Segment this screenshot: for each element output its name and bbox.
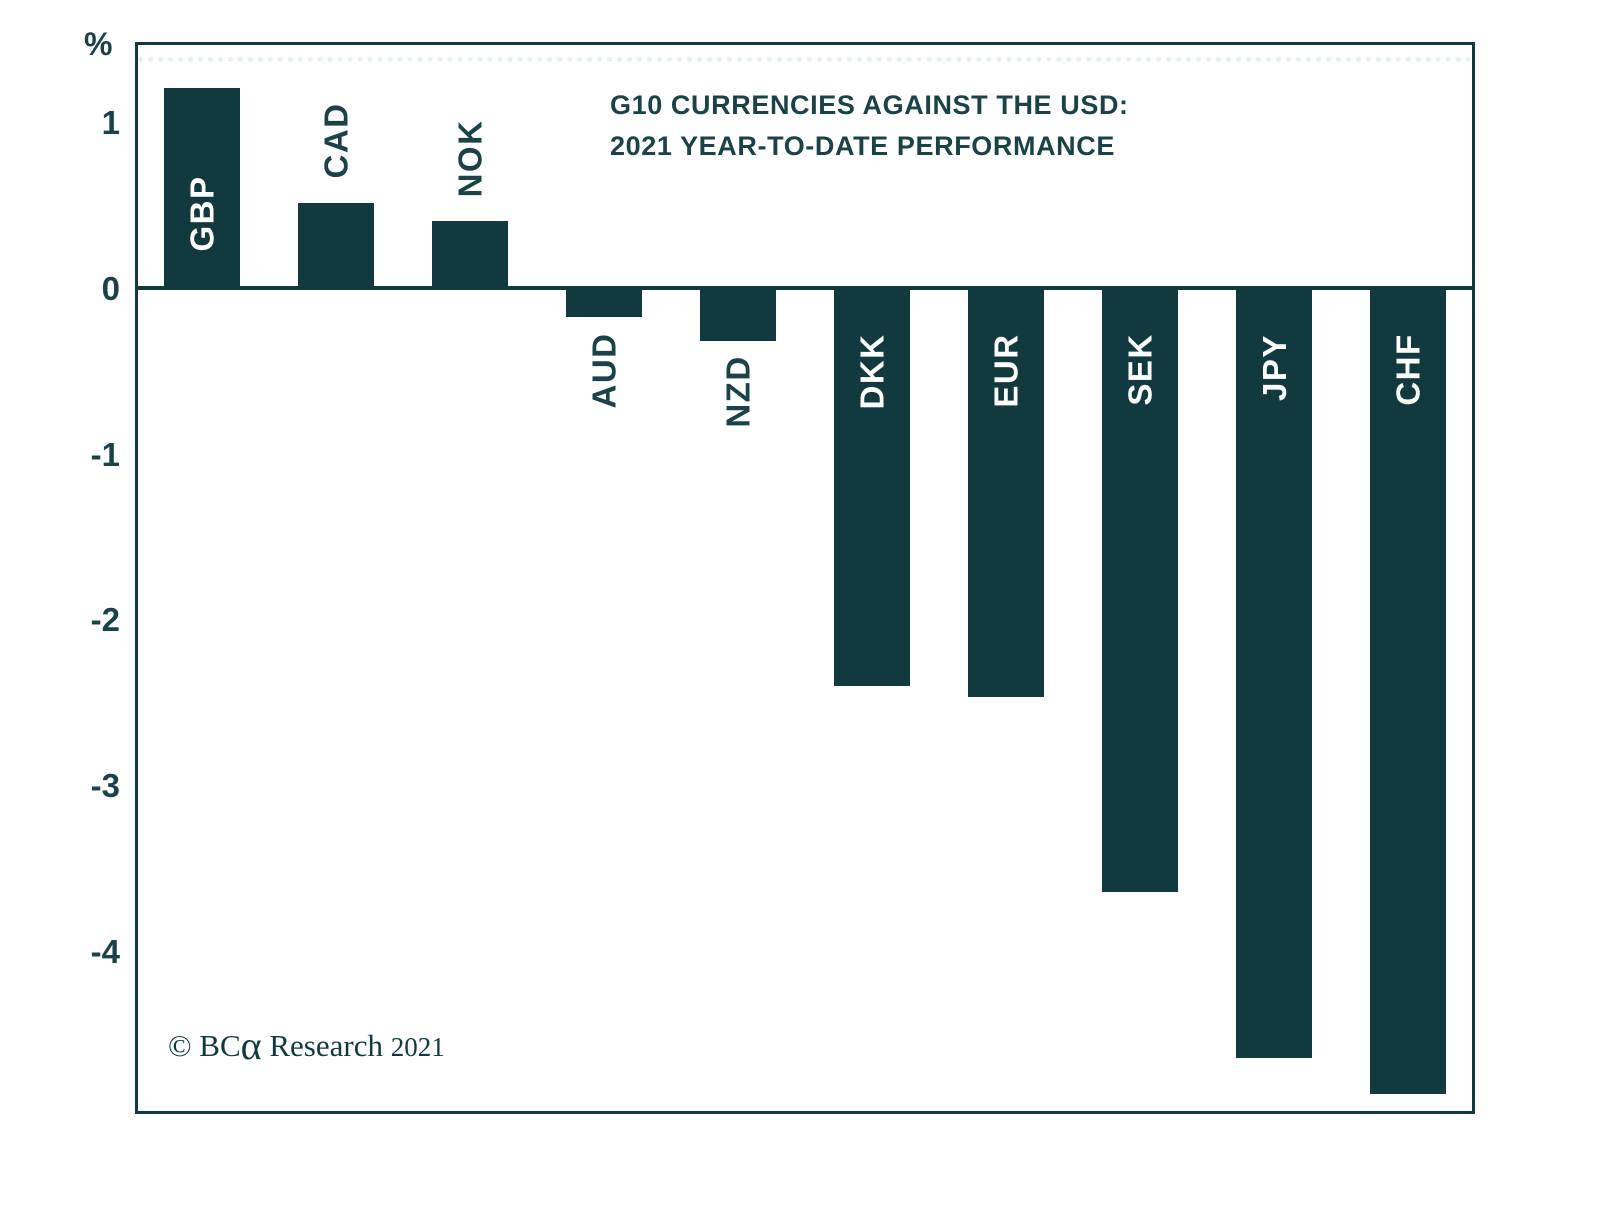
bca-alpha-glyph: α (240, 1023, 262, 1068)
bar-nok (432, 221, 508, 288)
bar-gbp (164, 88, 240, 288)
y-tick-label: 0 (101, 269, 120, 307)
bar-label-nzd: NZD (719, 355, 757, 428)
copyright-year: 2021 (390, 1032, 445, 1062)
chart-title-line-2: 2021 YEAR-TO-DATE PERFORMANCE (610, 131, 1115, 161)
y-axis-unit-label: % (84, 26, 113, 62)
bar-label-jpy: JPY (1255, 333, 1293, 401)
bar-jpy (1236, 287, 1312, 1058)
bar-label-aud: AUD (585, 332, 623, 409)
bar-eur (968, 287, 1044, 698)
y-tick-label: -3 (90, 767, 120, 805)
bar-label-nok: NOK (451, 119, 489, 198)
bar-label-gbp: GBP (183, 175, 221, 252)
bar-sek (1102, 287, 1178, 892)
copyright-mid: Research (261, 1028, 391, 1063)
bar-label-eur: EUR (987, 333, 1025, 408)
bar-label-sek: SEK (1121, 333, 1159, 406)
bar-label-dkk: DKK (853, 333, 891, 410)
y-tick-label: -2 (90, 601, 120, 639)
copyright-prefix: © BC (168, 1028, 241, 1063)
bar-cad (298, 202, 374, 288)
bar-chf (1370, 287, 1446, 1095)
bar-nzd (700, 287, 776, 341)
bar-dkk (834, 287, 910, 686)
plot-frame (135, 42, 1475, 1114)
y-tick-label: -1 (90, 435, 120, 473)
zero-baseline (135, 285, 1475, 290)
bar-label-cad: CAD (317, 102, 355, 179)
top-dotted-gridline (138, 57, 1472, 62)
chart-title: G10 CURRENCIES AGAINST THE USD: 2021 YEA… (610, 85, 1129, 167)
bar-aud (566, 287, 642, 318)
y-tick-label: -4 (90, 933, 120, 971)
copyright-notice: © BCα Research 2021 (168, 1026, 445, 1066)
bar-label-chf: CHF (1389, 333, 1427, 406)
y-tick-label: 1 (101, 103, 120, 141)
chart-title-line-1: G10 CURRENCIES AGAINST THE USD: (610, 90, 1129, 120)
